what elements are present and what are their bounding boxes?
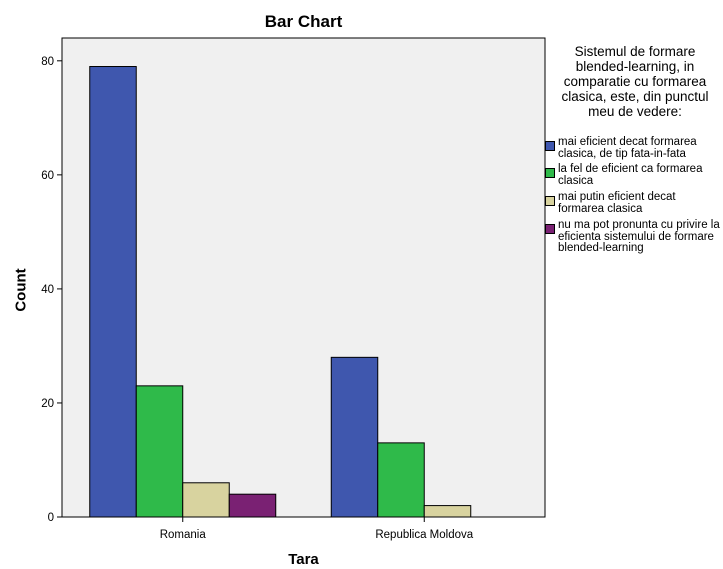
y-tick-label: 20 [41, 398, 54, 410]
bar [228, 493, 277, 518]
y-tick-label: 40 [41, 284, 54, 296]
legend-swatch [545, 196, 555, 206]
x-axis-label: Tara [288, 551, 319, 568]
y-tick-label: 80 [41, 56, 54, 68]
legend-swatch [545, 224, 555, 234]
legend-item: mai putin eficient decat formarea clasic… [543, 191, 721, 215]
legend-label: mai eficient decat formarea clasica, de … [558, 136, 697, 160]
x-tick-label: Romania [160, 529, 207, 541]
legend-label: mai putin eficient decat formarea clasic… [558, 191, 676, 215]
legend-label: nu ma pot pronunta cu privire la eficien… [558, 219, 720, 254]
x-tick-label: Republica Moldova [375, 529, 473, 541]
chart-title: Bar Chart [264, 12, 343, 31]
bar [89, 66, 137, 518]
legend-item: nu ma pot pronunta cu privire la eficien… [543, 219, 721, 255]
legend-item: mai eficient decat formarea clasica, de … [543, 136, 721, 160]
legend-label: la fel de eficient ca formarea clasica [558, 163, 703, 187]
bar [135, 385, 184, 518]
bar [423, 505, 472, 518]
legend-title: Sistemul de formare blended-learning, in… [561, 44, 709, 119]
bar [330, 356, 379, 518]
y-axis-label: Count [12, 268, 30, 312]
y-tick-label: 60 [41, 170, 54, 182]
legend-swatch [545, 141, 555, 151]
legend-swatch [545, 168, 555, 178]
legend-item: la fel de eficient ca formarea clasica [543, 163, 721, 187]
y-tick-label: 0 [48, 512, 54, 524]
bar [182, 482, 230, 518]
bar [377, 442, 425, 518]
